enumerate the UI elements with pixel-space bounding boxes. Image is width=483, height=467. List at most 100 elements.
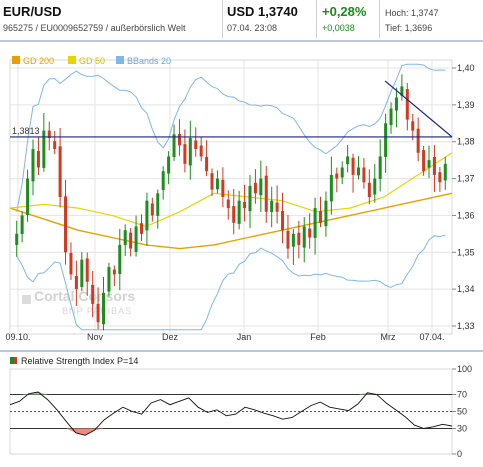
candle-body [118,244,122,274]
candle-body [264,175,268,212]
candle-body [422,150,426,172]
watermark-title: Cortal Consors [34,288,135,304]
candle-body [389,108,393,126]
candle-body [188,138,192,166]
candle-body [286,230,290,249]
time-tick-label: Mrz [381,332,396,342]
rsi-tick-label: 100 [457,364,472,374]
candle-body [405,89,409,120]
quote-header: EUR/USD 965275 / EU0009652759 / außerbör… [0,0,483,42]
candle-body [183,144,187,164]
candle-body [351,157,355,175]
range-cell: Hoch: 1,3747 Tief: 1,3696 [380,0,483,38]
price-tick-label: 1,34 [457,284,475,294]
change-absolute: +0,0038 [322,23,355,33]
last-price: USD 1,3740 [227,4,298,19]
candle-body [177,133,181,146]
candle-body [172,134,176,158]
watermark: Cortal Consors BNP PARIBAS [22,288,135,316]
candle-body [281,210,285,231]
watermark-logo [22,295,31,304]
candle-body [156,193,160,216]
candle-body [205,156,209,172]
instrument-symbol: EUR/USD [3,4,62,19]
instrument-ids: 965275 / EU0009652759 / außerbörslich We… [3,23,186,33]
candle-body [47,130,51,139]
rsi-line [9,391,453,436]
candle-body [329,174,333,202]
candle-body [253,182,257,194]
candle-body [15,233,19,245]
candle-body [411,121,415,131]
rsi-title: Relative Strength Index P=14 [21,356,138,366]
candle-body [384,123,388,157]
candle-body [394,97,398,111]
candle-body [210,173,214,190]
price-tick-label: 1,35 [457,247,475,257]
change-percent: +0,28% [322,4,367,19]
candle-body [36,150,40,168]
price-chart: Cortal Consors BNP PARIBAS 1,3813 1,401,… [5,56,475,342]
bband-lower [16,234,446,331]
candle-body [20,215,24,234]
candle-body [243,201,247,209]
legend-bbands-swatch [116,56,124,64]
candle-body [302,226,306,248]
rsi-grid [9,368,453,455]
support-line-label: 1,3813 [12,126,40,136]
candle-body [373,178,377,195]
rsi-swatch-down [14,357,17,364]
legend-gd200-swatch [12,56,20,64]
candle-body [319,211,323,223]
rsi-oversold-fill [66,428,104,436]
candle-body [427,160,431,168]
candle-body [64,196,68,253]
rsi-tick-label: 0 [457,449,462,459]
candle-body [42,130,46,168]
legend-bbands: BBands 20 [127,56,171,66]
candle-body [145,200,149,231]
legend-gd50: GD 50 [79,56,105,66]
day-low: Tief: 1,3696 [385,23,433,33]
candle-body [107,267,111,292]
bbands-layer [16,63,446,331]
candle-body [438,172,442,183]
candle-body [400,86,404,96]
candle-body [150,203,154,216]
candle-body [85,258,89,282]
candle-body [356,167,360,176]
candlesticks-layer [15,74,447,331]
price-axis: 1,40 1,39 1,38 1,37 1,36 1,35 1,34 1,33 [452,63,475,331]
candle-body [367,182,371,197]
rsi-swatch-up [10,357,17,364]
candle-body [134,226,138,252]
candle-body [443,163,447,181]
candle-body [259,178,263,196]
candle-body [74,275,78,290]
candle-body [335,173,339,179]
candle-body [96,303,100,323]
candle-body [340,167,344,178]
time-axis: 09.10. Nov Dez Jan Feb Mrz 07.04. [5,332,444,342]
time-tick-label: 07.04. [419,332,444,342]
candle-body [123,230,127,246]
candle-body [270,200,274,212]
candle-body [69,252,73,275]
change-cell: +0,28% +0,0038 [317,0,380,38]
candle-body [378,156,382,179]
candle-body [194,140,198,150]
candle-body [232,206,236,223]
time-tick-label: Feb [310,332,326,342]
day-high: Hoch: 1,3747 [385,8,439,18]
candle-body [199,145,203,157]
time-tick-label: Jan [237,332,252,342]
candle-body [139,223,143,234]
bband-upper [16,63,446,212]
candle-body [416,128,420,153]
candle-body [167,156,171,174]
candle-body [297,232,301,245]
candle-body [248,185,252,212]
gd200-line [9,192,453,250]
price-tick-label: 1,37 [457,174,475,184]
price-tick-label: 1,39 [457,100,475,110]
